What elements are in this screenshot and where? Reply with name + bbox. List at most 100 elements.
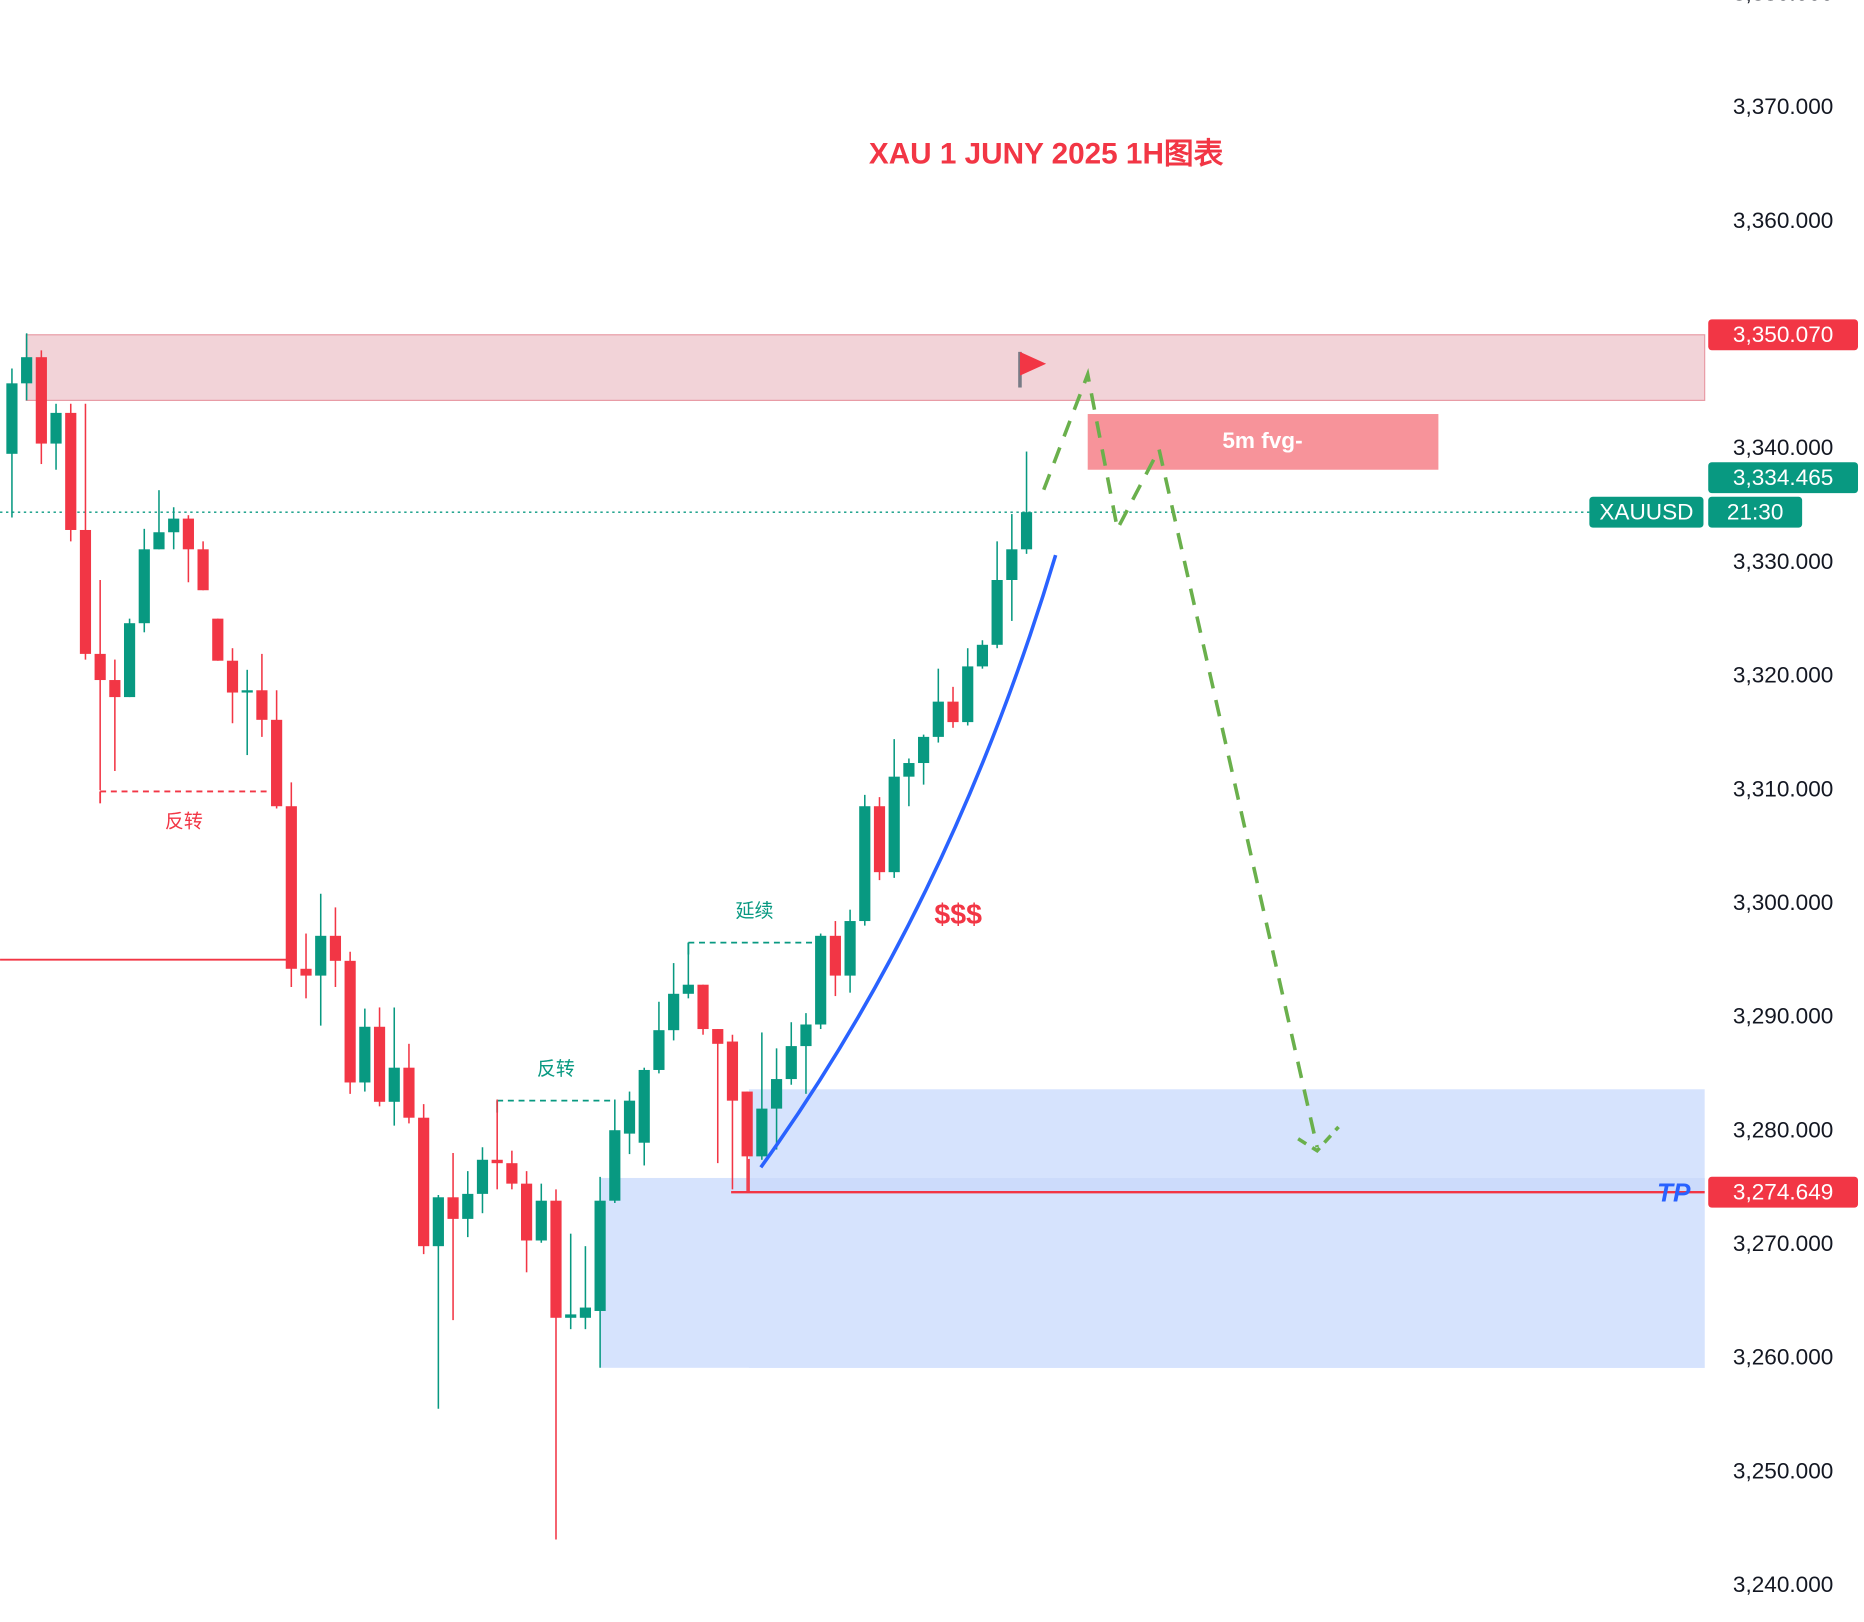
candle-body [373,1026,386,1102]
candle-body [138,549,150,624]
candle-body [476,1159,489,1194]
y-tick-label: 3,370.000 [1733,94,1833,119]
candle-body [888,776,900,873]
candle-body [623,1100,636,1134]
candle-body [65,412,77,530]
candle-body [271,719,283,807]
chart-title: XAU 1 JUNY 2025 1H图表 [869,138,1224,171]
candle-body [594,1200,606,1311]
candle-body [109,680,121,698]
candle-body [873,806,886,873]
fvg-label: 5m fvg- [1222,428,1302,453]
candle-body [197,549,209,591]
candle-body [859,806,871,922]
candle-body [697,984,709,1030]
candle-body [182,518,194,550]
candle-body [359,1026,371,1083]
price-axis: 3,240.000 3,250.000 3,260.000 3,270.000 3,28… [1589,0,1859,1597]
candle-body [815,935,827,1025]
candle-body [123,623,136,698]
last-price-badge [1708,462,1859,494]
candle-body [403,1067,415,1118]
candles-layer [6,333,1033,1540]
y-tick-label: 3,250.000 [1733,1458,1833,1483]
candle-body [491,1159,503,1164]
candle-body [300,968,312,976]
trend-curve [759,554,1058,1169]
symbol-label: XAUUSD [1599,499,1693,524]
candle-body [21,357,33,384]
candle-body [226,660,239,693]
demand-zone-inner [600,1177,1705,1368]
tp-price-label: 3,274.649 [1733,1179,1833,1204]
candle-body [506,1163,518,1184]
candle-body [256,690,268,720]
candle-body [94,653,106,681]
resistance-price-badge [1708,319,1859,351]
candle-body [962,666,974,723]
candle-body [976,644,989,667]
y-tick-label: 3,330.000 [1733,549,1833,574]
candle-body [212,618,224,661]
candle-body [79,529,92,654]
candle-body [829,935,841,976]
candle-body [50,412,62,444]
candle-body [388,1067,400,1102]
candle-body [609,1130,621,1201]
y-tick-label: 3,240.000 [1733,1572,1833,1597]
candle-body [947,701,959,723]
candle-body [712,1029,724,1044]
candle-body [579,1307,591,1318]
candle-body [418,1117,430,1247]
last-price-label: 3,334.465 [1733,465,1833,490]
candle-body [756,1108,768,1157]
candle-body [6,383,18,454]
candle-body [785,1046,797,1080]
liquidity-label: $$$ [934,899,982,931]
candle-body [638,1069,650,1143]
arrow-head [1297,1125,1340,1153]
candle-body [462,1193,474,1219]
y-tick-label: 3,380.000 [1733,0,1833,6]
countdown-label: 21:30 [1727,499,1784,524]
y-tick-label: 3,360.000 [1733,208,1833,233]
y-tick-label: 3,340.000 [1733,435,1833,460]
y-tick-label: 3,280.000 [1733,1117,1833,1142]
tp-price-badge [1708,1176,1859,1208]
candle-body [653,1030,665,1070]
candle-body [535,1200,547,1241]
y-tick-label: 3,320.000 [1733,663,1833,688]
candle-body [1020,512,1033,550]
candle-body [918,736,930,764]
zones-layer [0,334,1706,1368]
candle-body [329,935,342,961]
y-tick-label: 3,260.000 [1733,1345,1833,1370]
y-tick-label: 3,290.000 [1733,1004,1833,1029]
y-tick-label: 3,300.000 [1733,890,1833,915]
candle-body [770,1079,783,1109]
resistance-price-label: 3,350.070 [1733,322,1833,347]
level-label: 延续 [735,900,773,922]
candle-body [668,993,680,1031]
candle-body [844,921,856,976]
candle-body [521,1183,533,1241]
level-label: 反转 [537,1058,575,1080]
candle-body [991,580,1003,645]
level-label: 反转 [165,810,203,832]
candle-body [168,518,180,533]
symbol-badge [1589,496,1704,528]
candle-body [432,1197,444,1247]
fvg-box [1087,414,1439,470]
candle-body [550,1200,562,1318]
candle-body [565,1314,577,1318]
tp-label: TP [1657,1177,1691,1207]
candle-body [903,763,915,777]
candle-body [800,1024,812,1047]
demand-zone-band [748,1177,1705,1193]
candle-body [682,984,694,994]
resistance-zone [25,334,1706,401]
candle-body [741,1091,753,1157]
candle-body [35,357,47,444]
